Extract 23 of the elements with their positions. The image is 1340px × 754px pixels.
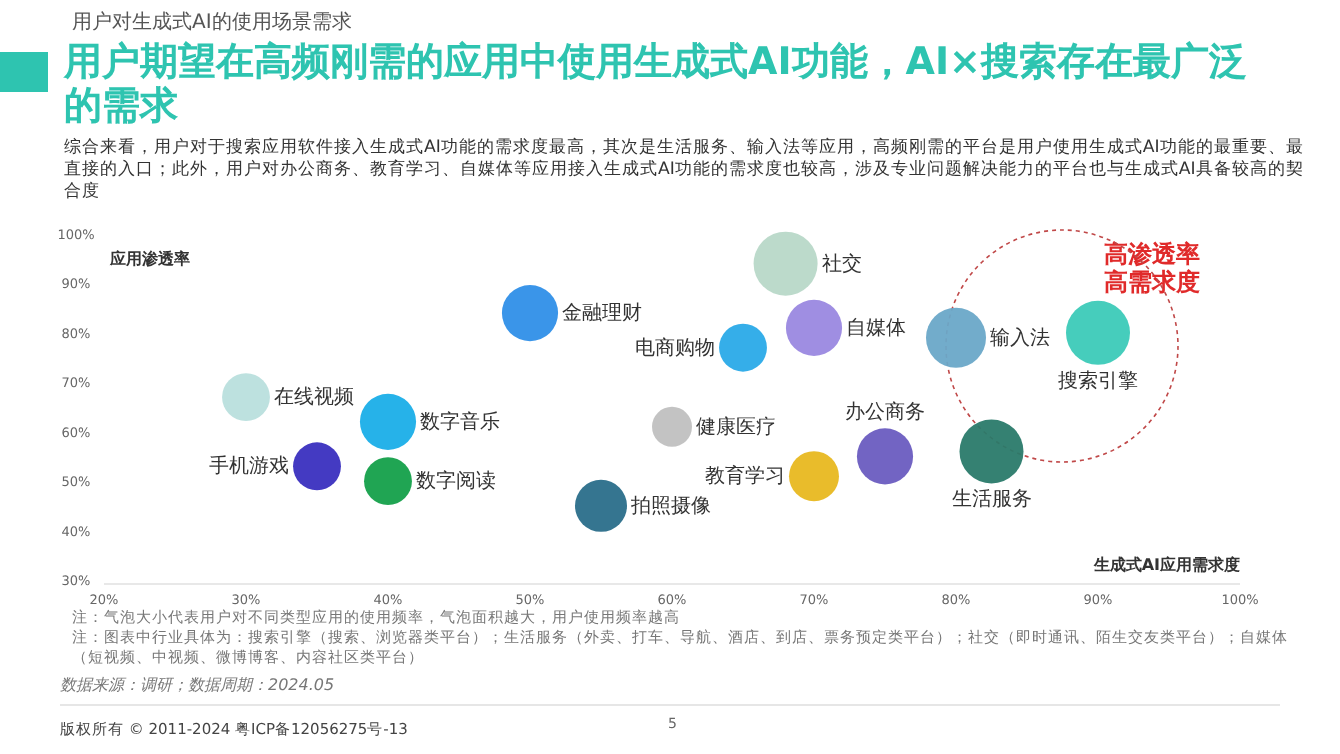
series-label: 自媒体 [846, 315, 907, 340]
series-label: 社交 [821, 251, 862, 276]
series-label: 搜索引擎 [1058, 368, 1138, 393]
series-label: 办公商务 [845, 400, 925, 425]
series-label: 生活服务 [951, 487, 1032, 512]
chart-title: 用户期望在高频刚需的应用中使用生成式AI功能，AI×搜索存在最广泛的需求 [64, 40, 1249, 128]
series-label: 数字阅读 [415, 469, 496, 494]
annotation: 高渗透率 [1104, 240, 1200, 268]
annotation: 高需求度 [1104, 268, 1200, 296]
chart-subtitle: 综合来看，用户对于搜索应用软件接入生成式AI功能的需求度最高，其次是生活服务、输入法等应用，高频刚需的平台是用户使用生成式AI功能的最重要、最直接的入口；此外，用户对办公商务、教育学习、自媒体等应用接入生成式AI功能的需求度也较高，涉及专业问题解决能力的平台也与生成式AI具备较高的契合度 [64, 138, 1304, 204]
series-label: 健康医疗 [695, 414, 776, 439]
series-label: 输入法 [990, 325, 1051, 350]
series-label: 数字音乐 [420, 409, 501, 434]
series-label: 在线视频 [273, 385, 354, 410]
source-note: 数据来源：调研；数据周期：2024.05 [60, 674, 335, 696]
text: 用户对生成式AI的使用场景需求 [72, 9, 352, 36]
series-label: 电商购物 [635, 335, 716, 360]
series-label: 教育学习 [705, 464, 786, 489]
series-label: 金融理财 [562, 301, 643, 326]
y-axis-title: 应用渗透率 [108, 248, 190, 268]
series-label: 拍照摄像 [629, 493, 711, 518]
x-axis-title: 生成式AI应用需求度 [1091, 554, 1240, 574]
series-label: 手机游戏 [209, 454, 290, 479]
